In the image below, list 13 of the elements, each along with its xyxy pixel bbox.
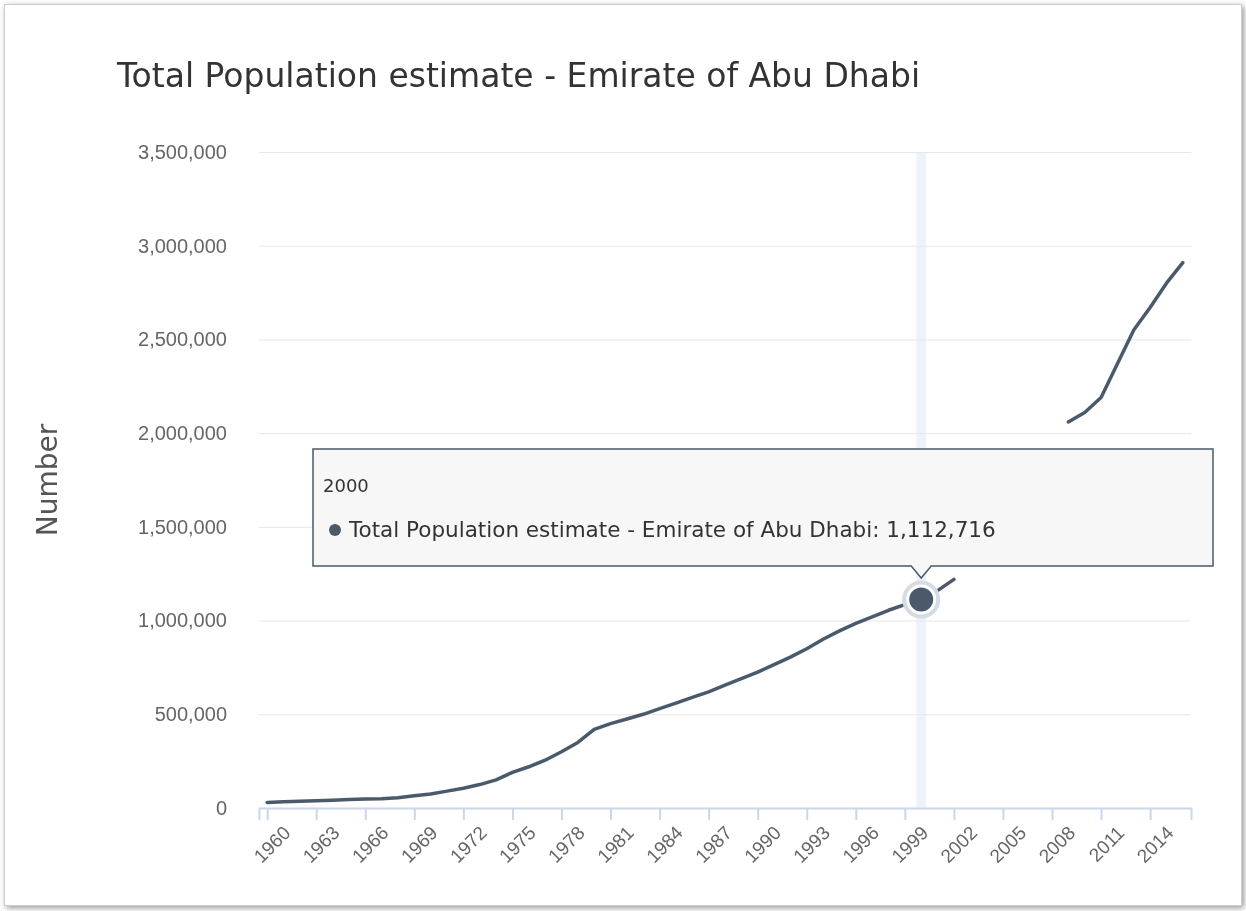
- y-tick-label: 2,000,000: [138, 422, 227, 445]
- y-tick-label: 3,000,000: [138, 234, 227, 257]
- y-axis-title: Number: [31, 423, 64, 537]
- y-tick-label: 2,500,000: [138, 328, 227, 351]
- chart-title: Total Population estimate - Emirate of Abu Dhabi: [116, 56, 921, 95]
- y-tick-label: 500,000: [154, 703, 227, 726]
- annotation: Total Population estimate - Emirate of Abu Dhabi: 1,112,716: [348, 517, 996, 542]
- y-tick-label: 1,500,000: [138, 515, 227, 538]
- annotation: 2000: [323, 475, 369, 496]
- y-tick-label: 0: [215, 796, 227, 819]
- y-tick-label: 3,500,000: [138, 140, 227, 163]
- tooltip: 2000 Total Population estimate - Emirate of Abu Dhabi: 1,112,716: [312, 448, 1214, 580]
- y-tick-label: 1,000,000: [138, 609, 227, 632]
